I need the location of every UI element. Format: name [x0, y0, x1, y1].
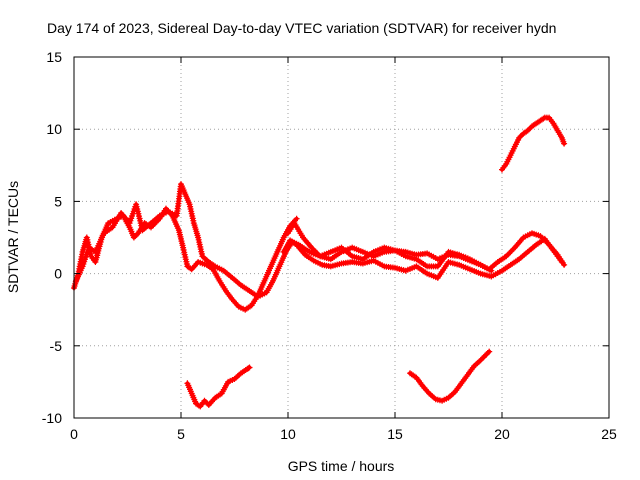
chart-title: Day 174 of 2023, Sidereal Day-to-day VTE… — [47, 20, 556, 36]
y-tick-label: 0 — [54, 266, 62, 282]
x-tick-label: 0 — [70, 426, 78, 442]
data-point-marker — [561, 140, 568, 147]
y-tick-label: 5 — [54, 193, 62, 209]
y-tick-label: 15 — [46, 49, 62, 65]
y-tick-label: -5 — [50, 338, 63, 354]
data-point-marker — [561, 261, 568, 268]
data-points — [71, 114, 568, 410]
x-tick-label: 25 — [601, 426, 617, 442]
data-point-marker — [293, 215, 300, 222]
plot-frame — [73, 56, 610, 419]
x-tick-label: 20 — [494, 426, 510, 442]
y-tick-label: 10 — [46, 121, 62, 137]
grid-lines — [74, 57, 609, 418]
data-point-marker — [246, 364, 253, 371]
data-point-marker — [540, 115, 547, 122]
series-arc-2 — [73, 181, 495, 300]
x-tick-label: 15 — [387, 426, 403, 442]
series-arc-7 — [499, 114, 568, 173]
x-tick-label: 10 — [280, 426, 296, 442]
y-tick-label: -10 — [42, 410, 62, 426]
data-point-marker — [486, 348, 493, 355]
y-axis-label: SDTVAR / TECUs — [5, 181, 21, 293]
x-axis-label: GPS time / hours — [288, 458, 395, 474]
data-point-marker — [245, 365, 252, 372]
series-arc-6 — [407, 348, 493, 404]
series-arc-4 — [285, 220, 568, 273]
axis-ticks: 0 5 10 15 20 25 -10 -5 0 5 10 15 — [42, 49, 617, 442]
x-tick-label: 5 — [177, 426, 185, 442]
series-arc-5 — [184, 364, 253, 410]
